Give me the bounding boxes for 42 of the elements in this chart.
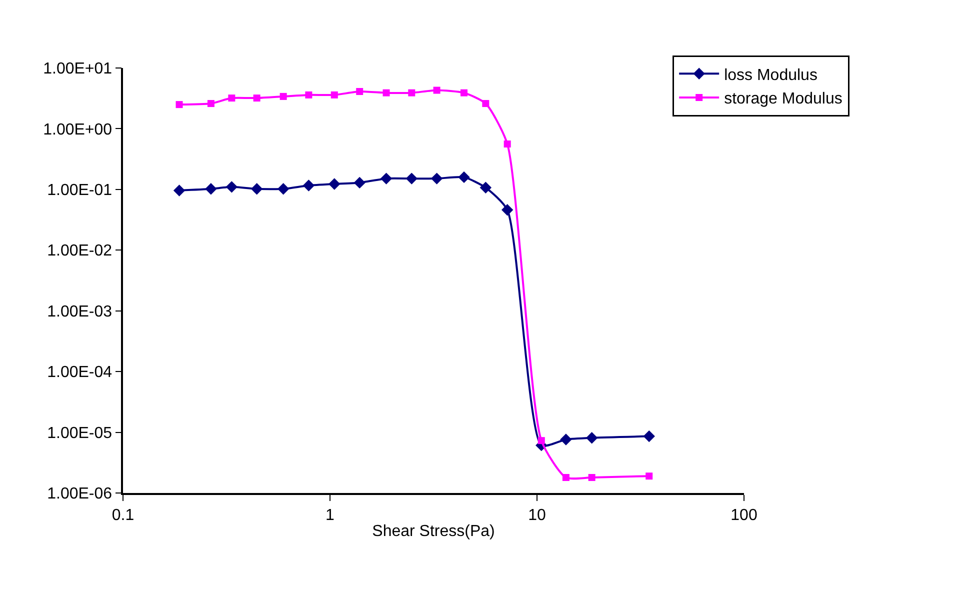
point (588, 474, 596, 481)
point (176, 101, 183, 108)
y-tick-label: 1.00E+01 (43, 60, 112, 78)
x-tick-label: 10 (528, 506, 546, 524)
point (406, 172, 418, 184)
y-tick-label: 1.00E+00 (43, 121, 112, 138)
legend-label: loss Modulus (724, 66, 818, 84)
point (538, 437, 545, 444)
point (250, 183, 263, 195)
point (277, 183, 290, 195)
legend-label: storage Modulus (724, 90, 842, 108)
point (305, 91, 312, 98)
point (280, 92, 287, 100)
point (228, 94, 236, 102)
y-tick-label: 1.00E-01 (47, 182, 112, 200)
point (226, 181, 238, 193)
y-tick-label: 1.00E-02 (47, 242, 112, 260)
point (382, 89, 390, 96)
point (408, 89, 416, 96)
y-tick-label: 1.00E-04 (47, 364, 112, 382)
point (458, 171, 470, 184)
point (356, 88, 364, 96)
point (302, 180, 315, 192)
point (330, 91, 338, 98)
y-tick-label: 1.00E-03 (47, 303, 112, 320)
point (328, 178, 340, 190)
point (433, 86, 440, 94)
point (430, 172, 443, 184)
x-tick-label: 100 (730, 506, 758, 524)
point (460, 89, 468, 96)
point (173, 184, 186, 196)
point (380, 172, 392, 184)
point (253, 94, 260, 102)
x-tick-label: 0.1 (112, 506, 134, 524)
point (354, 176, 366, 189)
y-tick-label: 1.00E-06 (47, 486, 112, 503)
x-tick-label: 1 (326, 506, 335, 524)
x-axis-title: Shear Stress(Pa) (372, 523, 495, 540)
y-tick-label: 1.00E-05 (47, 424, 112, 442)
point (586, 432, 598, 444)
point (560, 434, 572, 446)
point (562, 474, 570, 481)
